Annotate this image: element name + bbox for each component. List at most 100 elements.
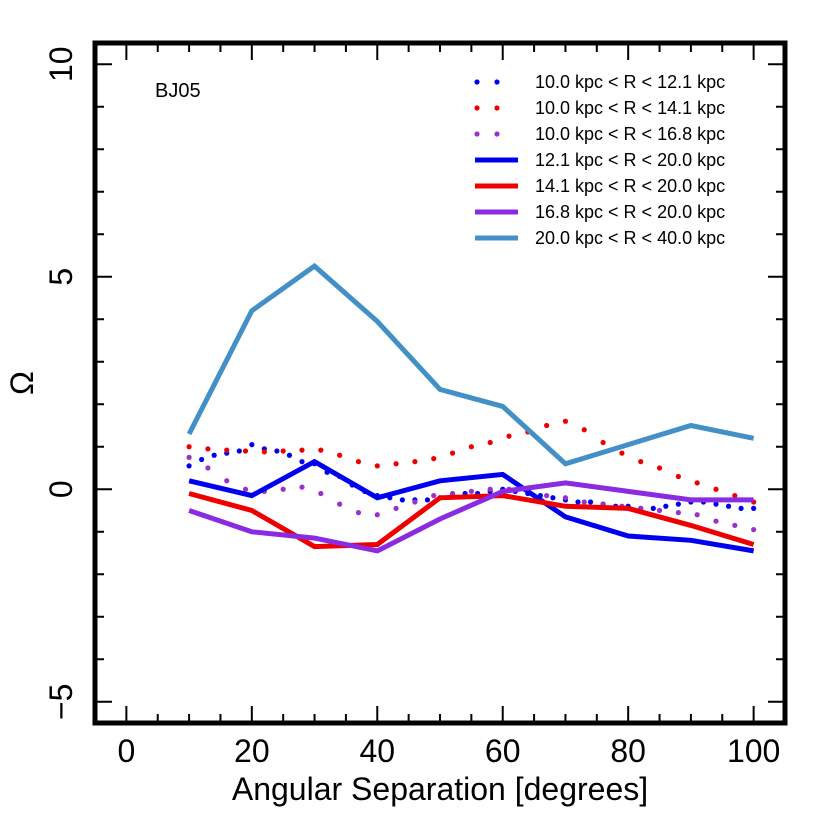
series-point [468, 488, 474, 494]
series-line [188, 480, 754, 554]
series-2 [186, 454, 757, 533]
series-3 [188, 458, 755, 554]
series-point [412, 499, 418, 505]
series-point [650, 505, 656, 511]
series-point [449, 490, 456, 497]
legend-item: 10.0 kpc < R < 12.1 kpc [474, 72, 725, 92]
y-tick-label: 5 [43, 268, 79, 286]
series-point [242, 486, 249, 492]
legend-swatch [474, 131, 480, 137]
series-point [299, 447, 305, 453]
series-point [205, 465, 211, 471]
series-point [544, 493, 550, 499]
series-point [506, 433, 512, 439]
series-point [675, 510, 681, 516]
series-point [581, 427, 587, 433]
x-tick-label: 40 [359, 733, 395, 769]
series-point [211, 452, 217, 458]
series-point [575, 499, 581, 505]
series-point [337, 452, 343, 458]
series-point [544, 422, 550, 429]
legend-item: 14.1 kpc < R < 20.0 kpc [475, 176, 725, 196]
axis-ticks [95, 43, 785, 723]
plot-lines [186, 262, 757, 554]
series-point [337, 501, 343, 507]
series-point [374, 512, 380, 518]
series-point [374, 463, 380, 469]
series-line [188, 491, 755, 550]
series-point [393, 461, 399, 467]
legend-item: 20.0 kpc < R < 40.0 kpc [475, 228, 725, 248]
series-point [562, 418, 569, 424]
series-point [732, 522, 738, 528]
legend-swatch [474, 105, 480, 111]
series-point [299, 459, 305, 465]
series-point [355, 510, 362, 516]
series-point [242, 448, 249, 454]
legend-label: 12.1 kpc < R < 20.0 kpc [535, 150, 725, 170]
legend-item: 10.0 kpc < R < 14.1 kpc [474, 98, 725, 118]
series-4 [188, 491, 755, 550]
series-point [694, 512, 700, 518]
legend-item: 10.0 kpc < R < 16.8 kpc [474, 124, 725, 144]
series-point [656, 507, 663, 514]
series-point [468, 444, 474, 450]
series-line [188, 458, 755, 554]
legend-item: 16.8 kpc < R < 20.0 kpc [475, 202, 725, 222]
legend-swatch [494, 131, 500, 137]
legend-label: 20.0 kpc < R < 40.0 kpc [535, 228, 725, 248]
tick-labels: 0 20 40 60 80 100 −5 0 5 10 [43, 46, 780, 769]
series-point [249, 442, 255, 448]
series-point [675, 473, 681, 480]
legend-label: 10.0 kpc < R < 12.1 kpc [535, 72, 725, 92]
series-point [751, 527, 757, 533]
series-point [656, 465, 663, 471]
series-point [562, 495, 569, 501]
series-point [261, 449, 267, 455]
series-point [738, 505, 744, 511]
series-point [286, 452, 293, 458]
x-tick-label: 80 [610, 733, 646, 769]
series-6 [186, 262, 755, 467]
x-axis-title: Angular Separation [degrees] [232, 771, 648, 807]
series-point [280, 486, 286, 492]
x-tick-label: 20 [234, 733, 270, 769]
series-point [694, 480, 700, 486]
series-point [619, 450, 625, 456]
series-point [399, 497, 405, 503]
y-axis-title: Ω [4, 371, 40, 395]
y-tick-label: 10 [43, 46, 79, 82]
series-point [274, 448, 280, 454]
series-point [412, 459, 418, 465]
series-point [663, 503, 669, 509]
series-point [199, 456, 205, 463]
legend-swatch [494, 105, 500, 111]
series-point [224, 447, 230, 453]
series-point [713, 486, 719, 492]
plot-frame [92, 40, 788, 726]
legend-item: 12.1 kpc < R < 20.0 kpc [475, 150, 725, 170]
series-point [318, 490, 324, 497]
series-point [186, 454, 192, 460]
series-point [587, 499, 594, 505]
series-point [713, 501, 719, 507]
series-point [487, 439, 493, 446]
series-point [431, 493, 437, 499]
series-point [431, 456, 437, 462]
series-5 [188, 480, 754, 554]
series-point [318, 447, 324, 453]
legend-label: 14.1 kpc < R < 20.0 kpc [535, 176, 725, 196]
series-point [725, 503, 732, 509]
series-point [393, 505, 399, 511]
legend-label: 10.0 kpc < R < 16.8 kpc [535, 124, 725, 144]
legend-swatch [474, 79, 480, 85]
series-point [299, 484, 305, 490]
series-point [713, 518, 719, 524]
series-point [732, 493, 738, 499]
series-point [751, 505, 757, 511]
series-point [186, 463, 192, 469]
series-point [600, 439, 606, 446]
series-point [675, 501, 681, 507]
x-tick-label: 100 [727, 733, 780, 769]
x-tick-label: 60 [485, 733, 521, 769]
